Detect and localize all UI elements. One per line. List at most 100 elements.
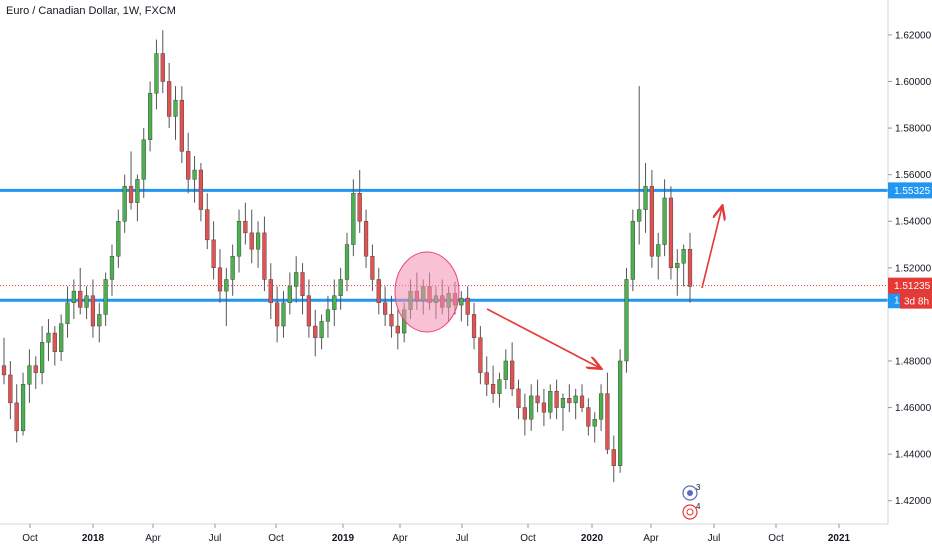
x-tick-label: Jul xyxy=(209,533,222,544)
event-badge-count: 3 xyxy=(696,483,701,492)
x-tick-label: Oct xyxy=(520,533,536,544)
candle-body xyxy=(14,402,19,432)
candle-body xyxy=(471,314,477,338)
candle-body xyxy=(8,374,13,404)
candle-body xyxy=(332,295,337,310)
candle-body xyxy=(46,332,51,343)
candle-body xyxy=(503,360,508,380)
y-tick-label: 1.60000 xyxy=(895,77,932,88)
y-tick-label: 1.56000 xyxy=(895,170,932,181)
candle-body xyxy=(167,81,172,117)
candle-body xyxy=(611,449,616,466)
candle-body xyxy=(484,372,489,385)
candle-body xyxy=(52,332,57,352)
event-badge-count: 4 xyxy=(696,502,701,511)
candle-body xyxy=(586,407,591,427)
candle-body xyxy=(516,388,521,408)
current-price-tag xyxy=(888,277,932,294)
candle-body xyxy=(313,325,318,338)
candle-body xyxy=(116,221,121,257)
candle-body xyxy=(84,295,89,308)
x-tick-label: Oct xyxy=(22,533,38,544)
candle-body xyxy=(20,384,26,432)
candle-body xyxy=(554,391,559,408)
candle-body xyxy=(687,248,693,287)
x-tick-label: Oct xyxy=(768,533,784,544)
candle-body xyxy=(128,186,134,203)
candle-body xyxy=(459,297,464,306)
candle-body xyxy=(618,360,623,466)
current-price-label: 1.51235 xyxy=(894,281,931,292)
candle-body xyxy=(147,92,153,140)
candle-body xyxy=(541,402,547,413)
candle-body xyxy=(662,197,667,245)
candle-body xyxy=(510,360,515,390)
candle-body xyxy=(90,295,96,327)
candle-body xyxy=(205,209,210,241)
candle-body xyxy=(338,279,343,296)
y-tick-label: 1.42000 xyxy=(895,496,932,507)
candle-body xyxy=(198,169,204,210)
candle-body xyxy=(605,393,610,450)
candle-body xyxy=(637,209,642,222)
candle-body xyxy=(179,99,184,152)
candle-body xyxy=(573,395,578,404)
candle-body xyxy=(592,419,597,427)
event-badge-dot xyxy=(687,490,693,496)
candle-body xyxy=(325,309,331,322)
candle-body xyxy=(395,325,400,334)
candle-body xyxy=(211,239,216,269)
candle-body xyxy=(135,179,140,203)
candle-body xyxy=(224,279,229,292)
downtrend-arrow xyxy=(486,308,600,368)
candle-body xyxy=(490,384,496,394)
candle-body xyxy=(579,395,585,408)
candle-body xyxy=(109,255,115,280)
candle-body xyxy=(363,221,369,257)
candle-body xyxy=(78,290,83,308)
countdown-label: 3d 8h xyxy=(904,297,929,308)
candle-body xyxy=(243,221,248,234)
candle-body xyxy=(27,365,32,385)
x-tick-label: 2018 xyxy=(82,533,105,544)
candle-body xyxy=(389,314,394,327)
candle-body xyxy=(370,255,375,280)
candle-body xyxy=(300,272,305,296)
candle-body xyxy=(465,297,470,315)
candle-body xyxy=(103,279,108,315)
candle-body xyxy=(478,337,483,373)
x-tick-label: 2019 xyxy=(332,533,355,544)
candle-body xyxy=(97,314,102,327)
candle-body xyxy=(681,248,686,264)
candle-body xyxy=(383,302,388,315)
candle-body xyxy=(249,232,254,250)
candle-body xyxy=(236,221,242,257)
candle-body xyxy=(624,279,629,362)
y-tick-label: 1.44000 xyxy=(895,450,932,461)
candle-body xyxy=(1,365,7,376)
candle-body xyxy=(535,395,540,404)
candle-body xyxy=(59,323,64,352)
x-tick-label: Apr xyxy=(145,533,161,544)
candle-body xyxy=(529,395,534,420)
candle-body xyxy=(255,232,261,250)
candle-body xyxy=(122,186,127,222)
highlight-ellipse xyxy=(394,251,460,333)
chart-title: Euro / Canadian Dollar, 1W, FXCM xyxy=(6,5,176,17)
candle-body xyxy=(141,139,146,180)
y-tick-label: 1.54000 xyxy=(895,217,932,228)
candle-body xyxy=(268,279,273,303)
candle-body xyxy=(186,151,191,180)
candle-body xyxy=(376,279,381,303)
candle-body xyxy=(560,398,566,408)
annotation-layer: 34 xyxy=(394,207,722,520)
candle-body xyxy=(656,244,661,257)
resistance-tag xyxy=(888,182,932,199)
event-badge-icon xyxy=(682,504,698,520)
candle-body xyxy=(548,391,553,413)
countdown-tag xyxy=(900,293,932,309)
